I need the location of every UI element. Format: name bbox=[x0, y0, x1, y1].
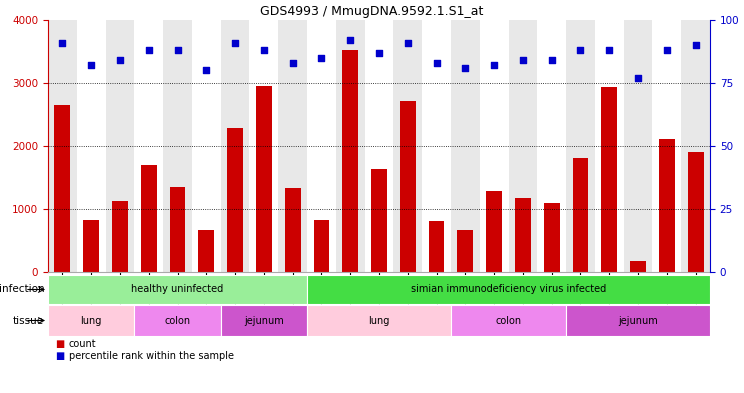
Bar bbox=[566, 305, 710, 336]
Point bbox=[315, 55, 327, 61]
Point bbox=[229, 40, 241, 46]
Text: percentile rank within the sample: percentile rank within the sample bbox=[69, 351, 234, 361]
Bar bbox=[141, 165, 157, 272]
Bar bbox=[106, 20, 135, 272]
Text: lung: lung bbox=[368, 316, 390, 325]
Bar bbox=[256, 86, 272, 272]
Text: healthy uninfected: healthy uninfected bbox=[132, 285, 224, 294]
Bar bbox=[400, 101, 416, 272]
Text: colon: colon bbox=[496, 316, 522, 325]
Bar bbox=[170, 187, 185, 272]
Bar bbox=[48, 275, 307, 304]
Bar bbox=[682, 20, 710, 272]
Point bbox=[114, 57, 126, 63]
Point bbox=[258, 47, 270, 53]
Bar bbox=[83, 220, 99, 272]
Point bbox=[286, 60, 298, 66]
Bar bbox=[394, 20, 422, 272]
Text: lung: lung bbox=[80, 316, 102, 325]
Bar bbox=[566, 20, 595, 272]
Bar bbox=[278, 20, 307, 272]
Text: jejunum: jejunum bbox=[618, 316, 658, 325]
Bar bbox=[336, 20, 365, 272]
Point bbox=[661, 47, 673, 53]
Text: jejunum: jejunum bbox=[244, 316, 283, 325]
Point bbox=[86, 62, 97, 68]
Bar bbox=[221, 305, 307, 336]
Bar bbox=[422, 20, 451, 272]
Bar bbox=[537, 20, 566, 272]
Bar bbox=[192, 20, 221, 272]
Point bbox=[546, 57, 558, 63]
Bar bbox=[652, 20, 682, 272]
Point bbox=[172, 47, 184, 53]
Bar bbox=[112, 201, 128, 272]
Bar bbox=[623, 20, 652, 272]
Bar bbox=[221, 20, 249, 272]
Bar bbox=[163, 20, 192, 272]
Point bbox=[574, 47, 586, 53]
Bar bbox=[451, 305, 566, 336]
Bar bbox=[601, 87, 618, 272]
Bar bbox=[199, 230, 214, 272]
Bar bbox=[687, 152, 704, 272]
Bar bbox=[135, 305, 221, 336]
Bar bbox=[307, 275, 710, 304]
Text: tissue: tissue bbox=[13, 316, 45, 325]
Bar bbox=[48, 20, 77, 272]
Point bbox=[690, 42, 702, 48]
Bar bbox=[48, 305, 135, 336]
Point bbox=[143, 47, 155, 53]
Bar bbox=[595, 20, 623, 272]
Point bbox=[200, 67, 212, 73]
Point bbox=[373, 50, 385, 56]
Point bbox=[57, 40, 68, 46]
Bar bbox=[480, 20, 508, 272]
Bar bbox=[77, 20, 106, 272]
Bar bbox=[227, 129, 243, 272]
Bar bbox=[307, 305, 451, 336]
Bar bbox=[307, 20, 336, 272]
Point bbox=[603, 47, 615, 53]
Point bbox=[431, 60, 443, 66]
Bar bbox=[451, 20, 480, 272]
Text: ■: ■ bbox=[56, 351, 65, 361]
Bar bbox=[544, 203, 559, 272]
Bar bbox=[135, 20, 163, 272]
Bar bbox=[573, 158, 589, 272]
Point bbox=[517, 57, 529, 63]
Bar bbox=[630, 261, 646, 272]
Text: infection: infection bbox=[0, 285, 45, 294]
Bar bbox=[342, 50, 358, 272]
Bar bbox=[515, 198, 530, 272]
Bar bbox=[458, 230, 473, 272]
Bar bbox=[249, 20, 278, 272]
Bar bbox=[313, 220, 330, 272]
Bar bbox=[54, 105, 70, 272]
Bar bbox=[285, 187, 301, 272]
Text: count: count bbox=[69, 339, 97, 349]
Point bbox=[632, 75, 644, 81]
Bar bbox=[508, 20, 537, 272]
Point bbox=[488, 62, 500, 68]
Text: ■: ■ bbox=[56, 339, 65, 349]
Text: GDS4993 / MmugDNA.9592.1.S1_at: GDS4993 / MmugDNA.9592.1.S1_at bbox=[260, 5, 484, 18]
Bar bbox=[487, 191, 502, 272]
Point bbox=[459, 65, 471, 71]
Text: colon: colon bbox=[164, 316, 190, 325]
Point bbox=[402, 40, 414, 46]
Bar bbox=[371, 169, 387, 272]
Text: simian immunodeficiency virus infected: simian immunodeficiency virus infected bbox=[411, 285, 606, 294]
Bar bbox=[429, 221, 444, 272]
Bar bbox=[365, 20, 394, 272]
Bar bbox=[659, 139, 675, 272]
Point bbox=[344, 37, 356, 43]
